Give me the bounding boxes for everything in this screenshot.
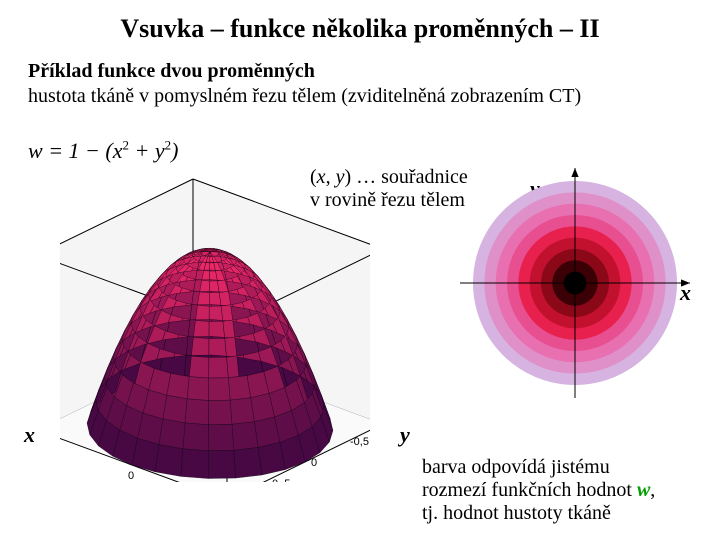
formula-text: w = 1 − (x2 + y2) (28, 138, 178, 163)
subtext: hustota tkáně v pomyslném řezu tělem (zv… (0, 83, 720, 108)
caption-line2a: rozmezí funkčních hodnot (422, 479, 637, 501)
subtitle: Příklad funkce dvou proměnných (0, 44, 720, 83)
svg-text:0, 5: 0, 5 (272, 478, 290, 482)
caption-line2b: , (650, 479, 655, 501)
svg-text:0: 0 (311, 457, 317, 469)
y-axis-label-mid: y (400, 422, 410, 448)
caption-line1: barva odpovídá jistému (422, 456, 610, 478)
formula: w = 1 − (x2 + y2) (28, 138, 178, 164)
contour-2d-plot (460, 168, 690, 398)
caption-w: w (637, 479, 650, 501)
caption-line3: tj. hodnot hustoty tkáně (422, 502, 611, 524)
svg-text:0: 0 (128, 470, 134, 482)
svg-text:-0,5: -0,5 (350, 436, 369, 448)
color-caption: barva odpovídá jistému rozmezí funkčních… (422, 456, 655, 525)
page-title: Vsuvka – funkce několika proměnných – II (0, 0, 720, 44)
paraboloid-3d-plot: 00, 51-0,500,51 (60, 172, 370, 482)
x-axis-label-left: x (24, 422, 35, 448)
